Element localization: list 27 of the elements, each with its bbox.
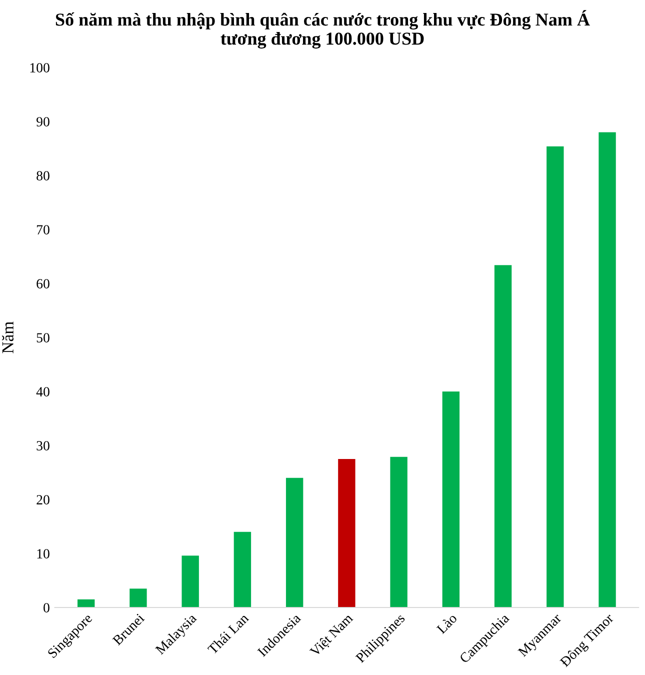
bar [390, 456, 408, 608]
bar [494, 265, 512, 608]
y-tick-label: 30 [36, 441, 50, 450]
y-tick-label: 10 [37, 549, 50, 558]
x-tick-label: Thái Lan [206, 612, 250, 655]
y-tick-label: 100 [30, 63, 50, 72]
y-tick-label: 50 [36, 333, 50, 342]
y-tick-label: 20 [36, 495, 50, 504]
bar [182, 556, 199, 608]
y-tick-label: 40 [36, 387, 50, 396]
bar [234, 532, 252, 608]
y-axis-title: Năm [2, 322, 14, 354]
bar [286, 478, 304, 608]
bar [546, 146, 564, 608]
y-tick-label: 90 [36, 117, 50, 126]
bar [338, 459, 356, 608]
chart-title: Số năm mà thu nhập bình quân các nước trong khu vực Đông Nam Á tương đương 100.000 USD [56, 10, 590, 49]
bar [598, 132, 616, 608]
x-tick-label: Lào [436, 612, 458, 634]
bar [77, 599, 95, 608]
y-tick-label: 70 [36, 225, 50, 234]
y-tick-label: 60 [36, 279, 50, 288]
bar [130, 588, 147, 608]
bar [442, 392, 460, 608]
x-tick-label: Việt Nam [308, 612, 355, 659]
y-tick-label: 0 [44, 603, 50, 612]
y-tick-label: 80 [36, 171, 50, 180]
